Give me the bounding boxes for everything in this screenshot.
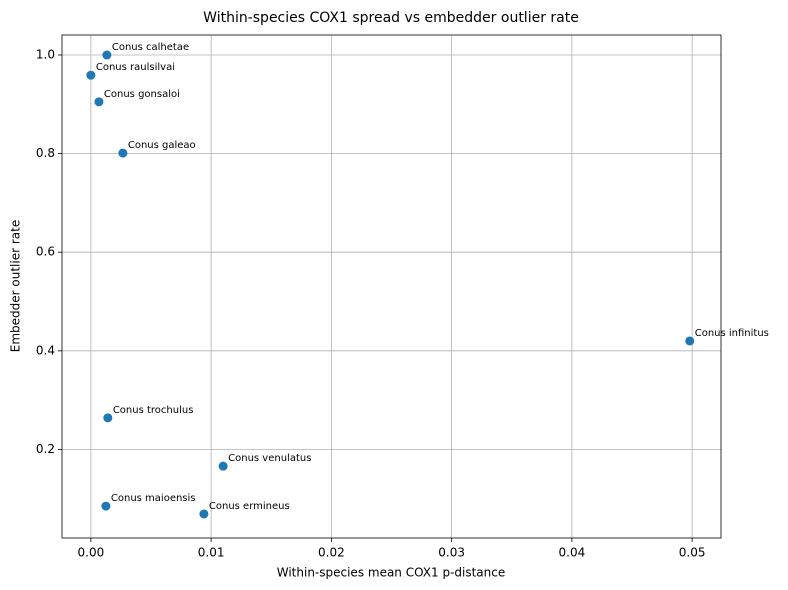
point (103, 413, 113, 423)
plot-frame (61, 34, 722, 539)
chart-title: Within-species COX1 spread vs embedder o… (203, 10, 579, 26)
y-tick-label: 1.0 (36, 48, 55, 62)
point (101, 501, 111, 511)
x-tick-label: 0.00 (78, 546, 105, 560)
point-label: Conus gonsaloi (104, 89, 180, 100)
point (118, 148, 128, 158)
x-tick-label: 0.01 (198, 546, 225, 560)
x-tick-label: 0.04 (559, 546, 586, 560)
x-tick-label: 0.05 (679, 546, 706, 560)
point (685, 336, 695, 346)
point-label: Conus galeao (128, 140, 196, 151)
point-label: Conus trochulus (113, 405, 194, 416)
x-tick-label: 0.03 (438, 546, 465, 560)
x-tick-label: 0.02 (318, 546, 345, 560)
point-label: Conus calhetae (112, 42, 189, 53)
point-label: Conus maioensis (111, 493, 196, 504)
point-label: Conus venulatus (228, 453, 311, 464)
point (218, 461, 228, 471)
point (86, 70, 96, 80)
point (102, 50, 112, 60)
point-label: Conus raulsilvai (96, 62, 175, 73)
point (94, 97, 104, 107)
x-axis-label: Within-species mean COX1 p-distance (277, 566, 506, 580)
point-label: Conus infinitus (695, 328, 769, 339)
y-axis-label: Embedder outlier rate (9, 220, 23, 352)
point (199, 509, 209, 519)
point-label: Conus ermineus (209, 501, 290, 512)
y-tick-label: 0.8 (36, 146, 55, 160)
y-tick-label: 0.4 (36, 343, 55, 357)
y-tick-label: 0.6 (36, 245, 55, 259)
y-tick-label: 0.2 (36, 442, 55, 456)
